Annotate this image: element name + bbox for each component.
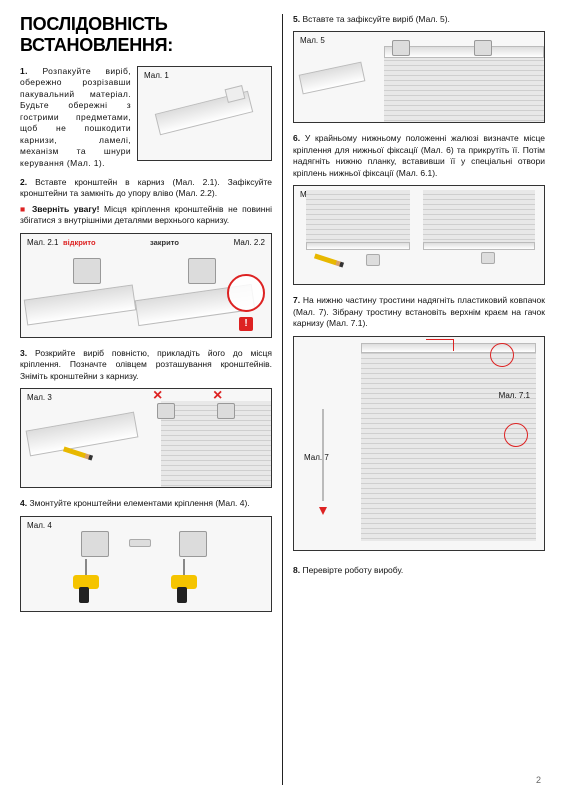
step-num: 1. (20, 66, 28, 76)
x-mark-icon: × (153, 387, 162, 405)
step-body: У крайньому нижньому положенні жалюзі ви… (293, 133, 545, 177)
fig-label: Мал. 7 (304, 453, 329, 462)
step-body: Вставте та зафіксуйте виріб (Мал. 5). (302, 14, 449, 24)
figure-6: Мал. 6 Мал. 6.1 (293, 185, 545, 285)
step-7-text: 7. На нижню частину тростини надягніть п… (293, 295, 545, 329)
closed-label: закрито (150, 238, 179, 247)
step-1-text: 1. Розпакуйте виріб, обережно розрізавши… (20, 66, 131, 171)
figure-2: Мал. 2.1 відкрито Мал. 2.2 закрито ! (20, 233, 272, 338)
step-num: 5. (293, 14, 300, 24)
step-body: Розпакуйте виріб, обережно розрізавши па… (20, 66, 131, 168)
step-num: 6. (293, 133, 300, 143)
fig-label: Мал. 2.1 (27, 238, 58, 247)
alert-icon: ! (239, 317, 253, 331)
fig-label: Мал. 4 (27, 521, 52, 530)
step-num: 8. (293, 565, 300, 575)
step-8-text: 8. Перевірте роботу виробу. (293, 565, 545, 576)
wand-cap-icon (319, 507, 327, 515)
step-num: 4. (20, 498, 27, 508)
step-num: 7. (293, 295, 300, 305)
warn-mark: ■ (20, 204, 27, 214)
left-column: ПОСЛІДОВНІСТЬ ВСТАНОВЛЕННЯ: 1. Розпакуйт… (20, 14, 282, 785)
drill-icon (67, 557, 107, 602)
figure-1: Мал. 1 (137, 66, 272, 161)
fig-label: Мал. 7.1 (499, 391, 530, 400)
step-2-warning: ■ Зверніть увагу! Місця кріплення кроншт… (20, 204, 272, 227)
fig-label: Мал. 5 (300, 36, 325, 45)
warn-label: Зверніть увагу! (32, 204, 100, 214)
step-5-text: 5. Вставте та зафіксуйте виріб (Мал. 5). (293, 14, 545, 25)
fig-label: Мал. 3 (27, 393, 52, 402)
step-2-text: 2. Вставте кронштейн в карниз (Мал. 2.1)… (20, 177, 272, 200)
figure-7: Мал. 7 Мал. 7.1 (293, 336, 545, 551)
step-body: Перевірте роботу виробу. (302, 565, 403, 575)
step-3-text: 3. Розкрийте виріб повністю, прикладіть … (20, 348, 272, 382)
x-mark-icon: × (213, 387, 222, 405)
figure-5: Мал. 5 (293, 31, 545, 123)
page-title: ПОСЛІДОВНІСТЬ ВСТАНОВЛЕННЯ: (20, 14, 272, 56)
step-1: 1. Розпакуйте виріб, обережно розрізавши… (20, 66, 272, 171)
drill-icon (165, 557, 205, 602)
fig-label: Мал. 2.2 (234, 238, 265, 247)
step-body: Змонтуйте кронштейни елементами кріпленн… (29, 498, 249, 508)
figure-3: Мал. 3 × × (20, 388, 272, 488)
right-column: 5. Вставте та зафіксуйте виріб (Мал. 5).… (283, 14, 545, 785)
step-num: 3. (20, 348, 27, 358)
step-num: 2. (20, 177, 27, 187)
step-6-text: 6. У крайньому нижньому положенні жалюзі… (293, 133, 545, 179)
open-label: відкрито (63, 238, 96, 247)
fig-label: Мал. 1 (144, 71, 169, 80)
figure-4: Мал. 4 (20, 516, 272, 612)
step-body: На нижню частину тростини надягніть плас… (293, 295, 545, 328)
step-body: Розкрийте виріб повністю, прикладіть йог… (20, 348, 272, 381)
step-body: Вставте кронштейн в карниз (Мал. 2.1). З… (20, 177, 272, 198)
page-number: 2 (536, 775, 541, 785)
step-4-text: 4. Змонтуйте кронштейни елементами кріпл… (20, 498, 272, 509)
